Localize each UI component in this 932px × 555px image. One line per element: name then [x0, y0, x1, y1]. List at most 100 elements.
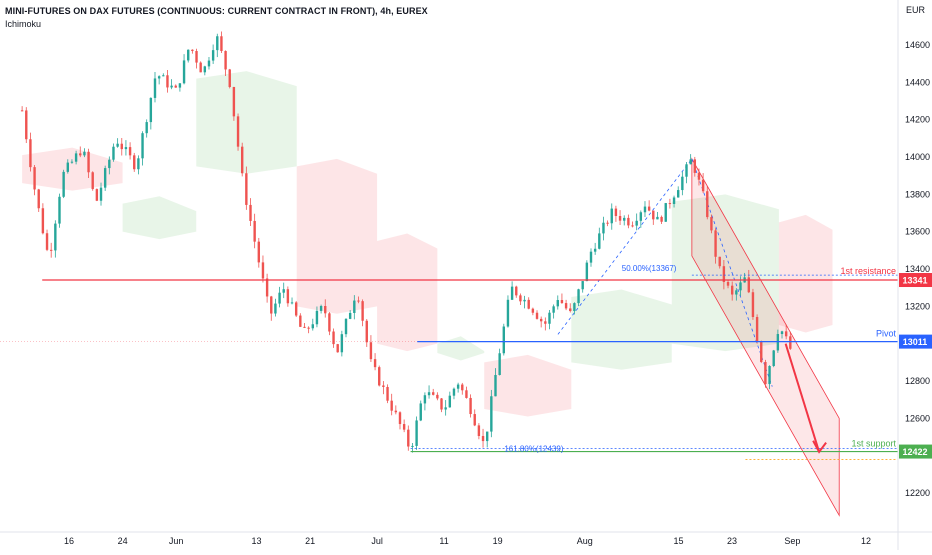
candle-body	[133, 155, 136, 170]
candle-body	[45, 233, 49, 250]
candle-body	[253, 220, 256, 242]
candle-body	[473, 414, 476, 426]
candle-body	[535, 312, 539, 319]
candle-body	[481, 436, 485, 442]
candle-body	[332, 331, 335, 345]
candle-body	[614, 208, 618, 217]
candle-body	[452, 388, 456, 396]
candle-body	[265, 278, 269, 297]
candle-body	[294, 302, 298, 316]
candle-body	[319, 305, 323, 311]
cloud-segment	[778, 214, 833, 333]
candle-body	[402, 424, 406, 430]
candle-body	[631, 225, 634, 227]
candle-body	[660, 216, 663, 222]
candle-body	[760, 341, 763, 362]
candle-body	[378, 367, 381, 386]
cloud-segment	[122, 196, 197, 240]
candle-body	[739, 282, 742, 291]
candle-body	[718, 256, 721, 267]
candle-body	[216, 36, 219, 51]
candle-body	[411, 445, 414, 447]
y-tick-label: 12200	[905, 488, 930, 498]
candle-body	[328, 313, 331, 332]
candle-body	[20, 110, 24, 112]
candle-body	[162, 75, 165, 77]
candle-body	[324, 305, 327, 314]
x-tick-label: 16	[64, 536, 74, 546]
candle-body	[58, 196, 61, 224]
candle-body	[701, 179, 705, 192]
x-tick-label: 19	[493, 536, 503, 546]
candle-body	[623, 217, 626, 221]
candle-body	[74, 153, 78, 162]
candle-body	[440, 398, 443, 410]
candle-body	[303, 326, 306, 328]
candle-body	[656, 216, 659, 220]
x-tick-label: 21	[305, 536, 315, 546]
price-label-box	[899, 273, 932, 288]
candle-body	[697, 172, 701, 180]
candle-body	[722, 266, 726, 282]
pivot-label: Pivot	[876, 329, 897, 339]
candle-body	[610, 208, 613, 224]
candle-body	[54, 223, 57, 251]
candle-body	[386, 386, 389, 401]
cloud-segment	[377, 233, 438, 352]
candle-body	[49, 249, 53, 251]
candle-body	[573, 303, 576, 312]
candle-body	[120, 143, 123, 150]
candle-body	[427, 392, 431, 396]
candle-body	[278, 292, 281, 304]
candle-body	[627, 217, 630, 226]
candle-body	[569, 308, 572, 312]
candle-body	[274, 303, 277, 314]
candle-body	[747, 277, 750, 293]
candle-body	[141, 133, 144, 159]
candle-body	[232, 87, 236, 117]
candle-body	[527, 299, 530, 309]
candle-body	[361, 301, 364, 321]
candle-body	[710, 217, 713, 231]
cloud-segment	[22, 147, 123, 191]
x-tick-label: Jul	[371, 536, 383, 546]
candle-body	[70, 161, 74, 163]
candle-body	[643, 206, 647, 213]
y-tick-label: 14000	[905, 152, 930, 162]
y-tick-label: 13600	[905, 227, 930, 237]
support-label: 1st support	[851, 439, 896, 449]
candle-body	[29, 139, 32, 168]
candle-body	[436, 394, 439, 399]
candle-body	[685, 164, 688, 177]
y-tick-label: 14600	[905, 40, 930, 50]
candle-body	[41, 208, 45, 234]
x-tick-label: 12	[861, 536, 871, 546]
candle-body	[531, 308, 535, 313]
candle-body	[170, 85, 173, 88]
candle-body	[99, 187, 103, 201]
candle-body	[199, 62, 202, 73]
projection-arrowhead	[812, 440, 827, 454]
candle-body	[249, 204, 252, 221]
candle-body	[83, 151, 86, 156]
candle-body	[652, 210, 655, 220]
levels: 1st resistance Pivot 1st support 50.00%(133…	[0, 264, 898, 460]
candle-body	[369, 342, 373, 360]
candle-body	[647, 206, 651, 211]
candle-body	[469, 397, 472, 415]
y-tick-label: 14200	[905, 115, 930, 125]
candle-body	[137, 158, 140, 170]
candle-body	[33, 167, 36, 190]
candle-body	[552, 306, 555, 313]
candle-body	[394, 410, 398, 413]
indicator-label: Ichimoku	[5, 19, 42, 29]
candle-body	[494, 374, 497, 397]
candle-body	[519, 295, 522, 302]
candle-body	[37, 189, 40, 209]
candle-body	[390, 400, 393, 411]
candle-body	[498, 353, 501, 375]
candle-body	[149, 97, 153, 123]
candle-body	[336, 344, 339, 353]
